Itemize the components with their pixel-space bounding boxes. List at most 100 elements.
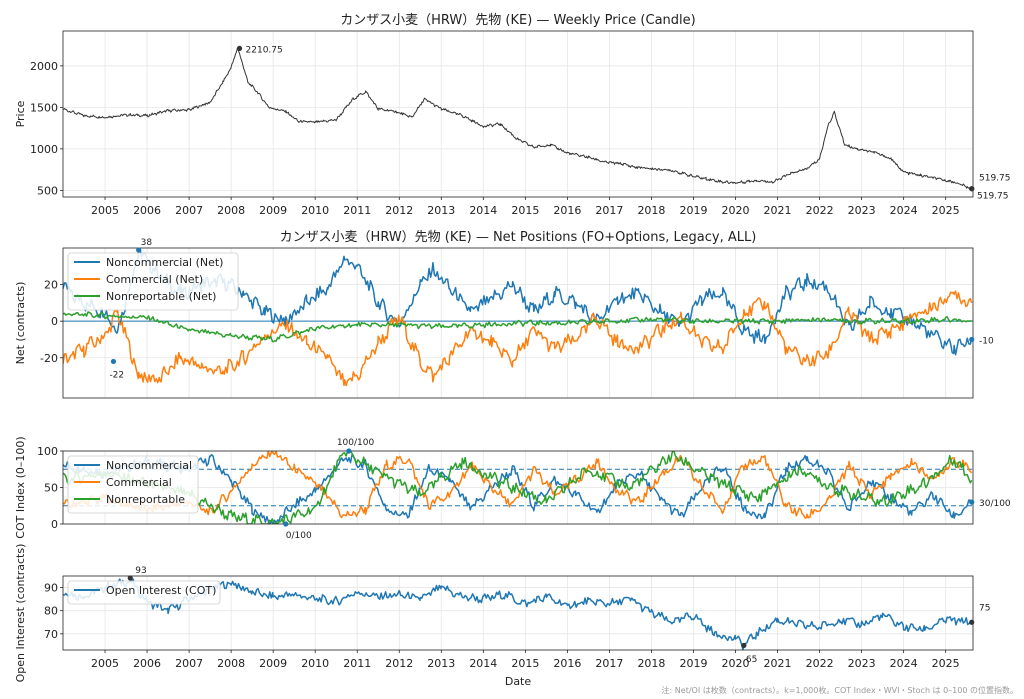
price-xtick-label: 2014 — [469, 204, 497, 217]
oi-xtick-label: 2013 — [427, 657, 455, 670]
net-annotation-label: -22 — [109, 370, 124, 380]
price-panel: 500 1000 1500 2000 2005 2006 2007 2008 2009 2010 2… — [14, 13, 1011, 217]
oi-annotation-marker — [741, 642, 747, 648]
price-xtick-label: 2006 — [133, 204, 161, 217]
price-xtick-label: 2005 — [91, 204, 119, 217]
oi-xtick-label: 2012 — [385, 657, 413, 670]
oi-xtick-label: 2021 — [764, 657, 792, 670]
oi-xtick-label: 2018 — [637, 657, 665, 670]
price-xtick-label: 2016 — [553, 204, 581, 217]
price-annotation-label: 2210.75 — [246, 45, 283, 55]
net-ytick-label: -20 — [40, 352, 58, 365]
net-annotation-label: -10 — [979, 336, 994, 346]
price-xtick-label: 2011 — [343, 204, 371, 217]
price-xtick-label: 2013 — [427, 204, 455, 217]
oi-annotation-label: 65 — [746, 655, 757, 665]
oi-ytick-label: 70 — [44, 628, 58, 641]
oi-legend-label: Open Interest (COT) — [106, 584, 216, 597]
net-series-commercial-net — [63, 290, 973, 387]
net-legend-box — [67, 252, 239, 311]
oi-xtick-label: 2009 — [259, 657, 287, 670]
net-annotation-label: 38 — [141, 238, 153, 248]
oi-legend-box — [67, 580, 221, 605]
oi-xtick-label: 2015 — [511, 657, 539, 670]
oi-axes-frame — [62, 575, 974, 651]
net-series-nonreportable-net — [63, 311, 972, 343]
cot-legend-label: Noncommercial — [106, 459, 192, 472]
oi-xtick-label: 2024 — [890, 657, 918, 670]
cot-ytick-label: 100 — [37, 445, 58, 458]
net-axes-frame — [62, 247, 974, 399]
cot-annotation-marker — [346, 448, 352, 454]
cot-series-commercial — [63, 451, 973, 519]
cot-ylabel: COT Index (0–100) — [14, 436, 27, 538]
cot-legend-label: Commercial — [106, 476, 172, 489]
price-xtick-label: 2019 — [679, 204, 707, 217]
net-title: カンザス小麦（HRW）先物 (KE) — Net Positions (FO+O… — [280, 230, 757, 245]
oi-xtick-label: 2010 — [301, 657, 329, 670]
cot-legend-box — [67, 455, 199, 514]
net-annotation-marker — [110, 358, 117, 365]
net-legend-label: Commercial (Net) — [106, 273, 203, 286]
oi-ytick-label: 80 — [44, 605, 58, 618]
price-xtick-label: 2025 — [932, 204, 960, 217]
price-xtick-label: 2020 — [722, 204, 750, 217]
price-xtick-label: 2017 — [595, 204, 623, 217]
cot-legend-label: Nonreportable — [106, 493, 185, 506]
oi-annotation-marker — [127, 575, 133, 581]
cot-series-noncommercial — [63, 453, 973, 524]
price-ytick-label: 1000 — [30, 143, 58, 156]
price-xtick-label: 2007 — [175, 204, 203, 217]
price-xtick-label: 2015 — [511, 204, 539, 217]
price-title: カンザス小麦（HRW）先物 (KE) — Weekly Price (Candl… — [340, 13, 695, 28]
price-series-price — [63, 47, 973, 190]
net-annotation-marker — [136, 247, 142, 253]
cot-annotation-label: 100/100 — [337, 438, 375, 448]
oi-panel: 70 80 90 2005 2006 2007 2008 2009 2010 2011 2012 20… — [14, 544, 990, 688]
oi-xtick-label: 2014 — [469, 657, 497, 670]
price-xtick-label: 2012 — [385, 204, 413, 217]
oi-xtick-label: 2019 — [679, 657, 707, 670]
price-ylabel: Price — [14, 100, 27, 127]
oi-xtick-label: 2022 — [806, 657, 834, 670]
price-xtick-label: 2010 — [301, 204, 329, 217]
cot-ytick-label: 0 — [51, 518, 58, 531]
price-annotation-label: 519.75 — [979, 174, 1011, 184]
cot-ytick-label: 50 — [44, 482, 58, 495]
net-panel: -20 0 20 カンザス小麦（HRW）先物 (KE) — Net Positions… — [14, 230, 994, 399]
cot-series-nonreportable — [63, 451, 973, 524]
price-xtick-label: 2008 — [217, 204, 245, 217]
price-axes-frame — [62, 30, 974, 198]
cot-annotation-label: 30/100 — [979, 499, 1011, 509]
price-ytick-label: 2000 — [30, 60, 58, 73]
oi-annotation-label: 93 — [135, 566, 146, 576]
price-xtick-label: 2022 — [806, 204, 834, 217]
oi-xtick-label: 2016 — [553, 657, 581, 670]
net-ytick-label: 0 — [51, 315, 58, 328]
cot-annotation-marker — [969, 499, 975, 505]
oi-xtick-label: 2025 — [932, 657, 960, 670]
oi-xtick-label: 2007 — [175, 657, 203, 670]
net-ylabel: Net (contracts) — [14, 282, 27, 365]
price-xtick-label: 2024 — [890, 204, 918, 217]
oi-xtick-label: 2020 — [722, 657, 750, 670]
price-xtick-label: 2018 — [637, 204, 665, 217]
oi-xlabel: Date — [505, 675, 532, 688]
net-annotation-marker — [969, 336, 975, 343]
price-annotation-marker — [236, 45, 243, 51]
oi-xtick-label: 2017 — [595, 657, 623, 670]
oi-xtick-label: 2011 — [343, 657, 371, 670]
net-ytick-label: 20 — [44, 279, 58, 292]
price-annotation-marker — [969, 186, 975, 192]
oi-ytick-label: 90 — [44, 582, 58, 595]
oi-annotation-marker — [969, 619, 975, 625]
oi-xtick-label: 2008 — [217, 657, 245, 670]
price-xtick-label: 2023 — [848, 204, 876, 217]
oi-xtick-label: 2005 — [91, 657, 119, 670]
price-xtick-label: 2009 — [259, 204, 287, 217]
oi-xtick-label: 2006 — [133, 657, 161, 670]
net-legend-label: Noncommercial (Net) — [106, 256, 223, 269]
oi-xtick-label: 2023 — [848, 657, 876, 670]
footnote: 注: Net/OI は枚数（contracts）。k=1,000枚。COT In… — [661, 686, 1018, 695]
